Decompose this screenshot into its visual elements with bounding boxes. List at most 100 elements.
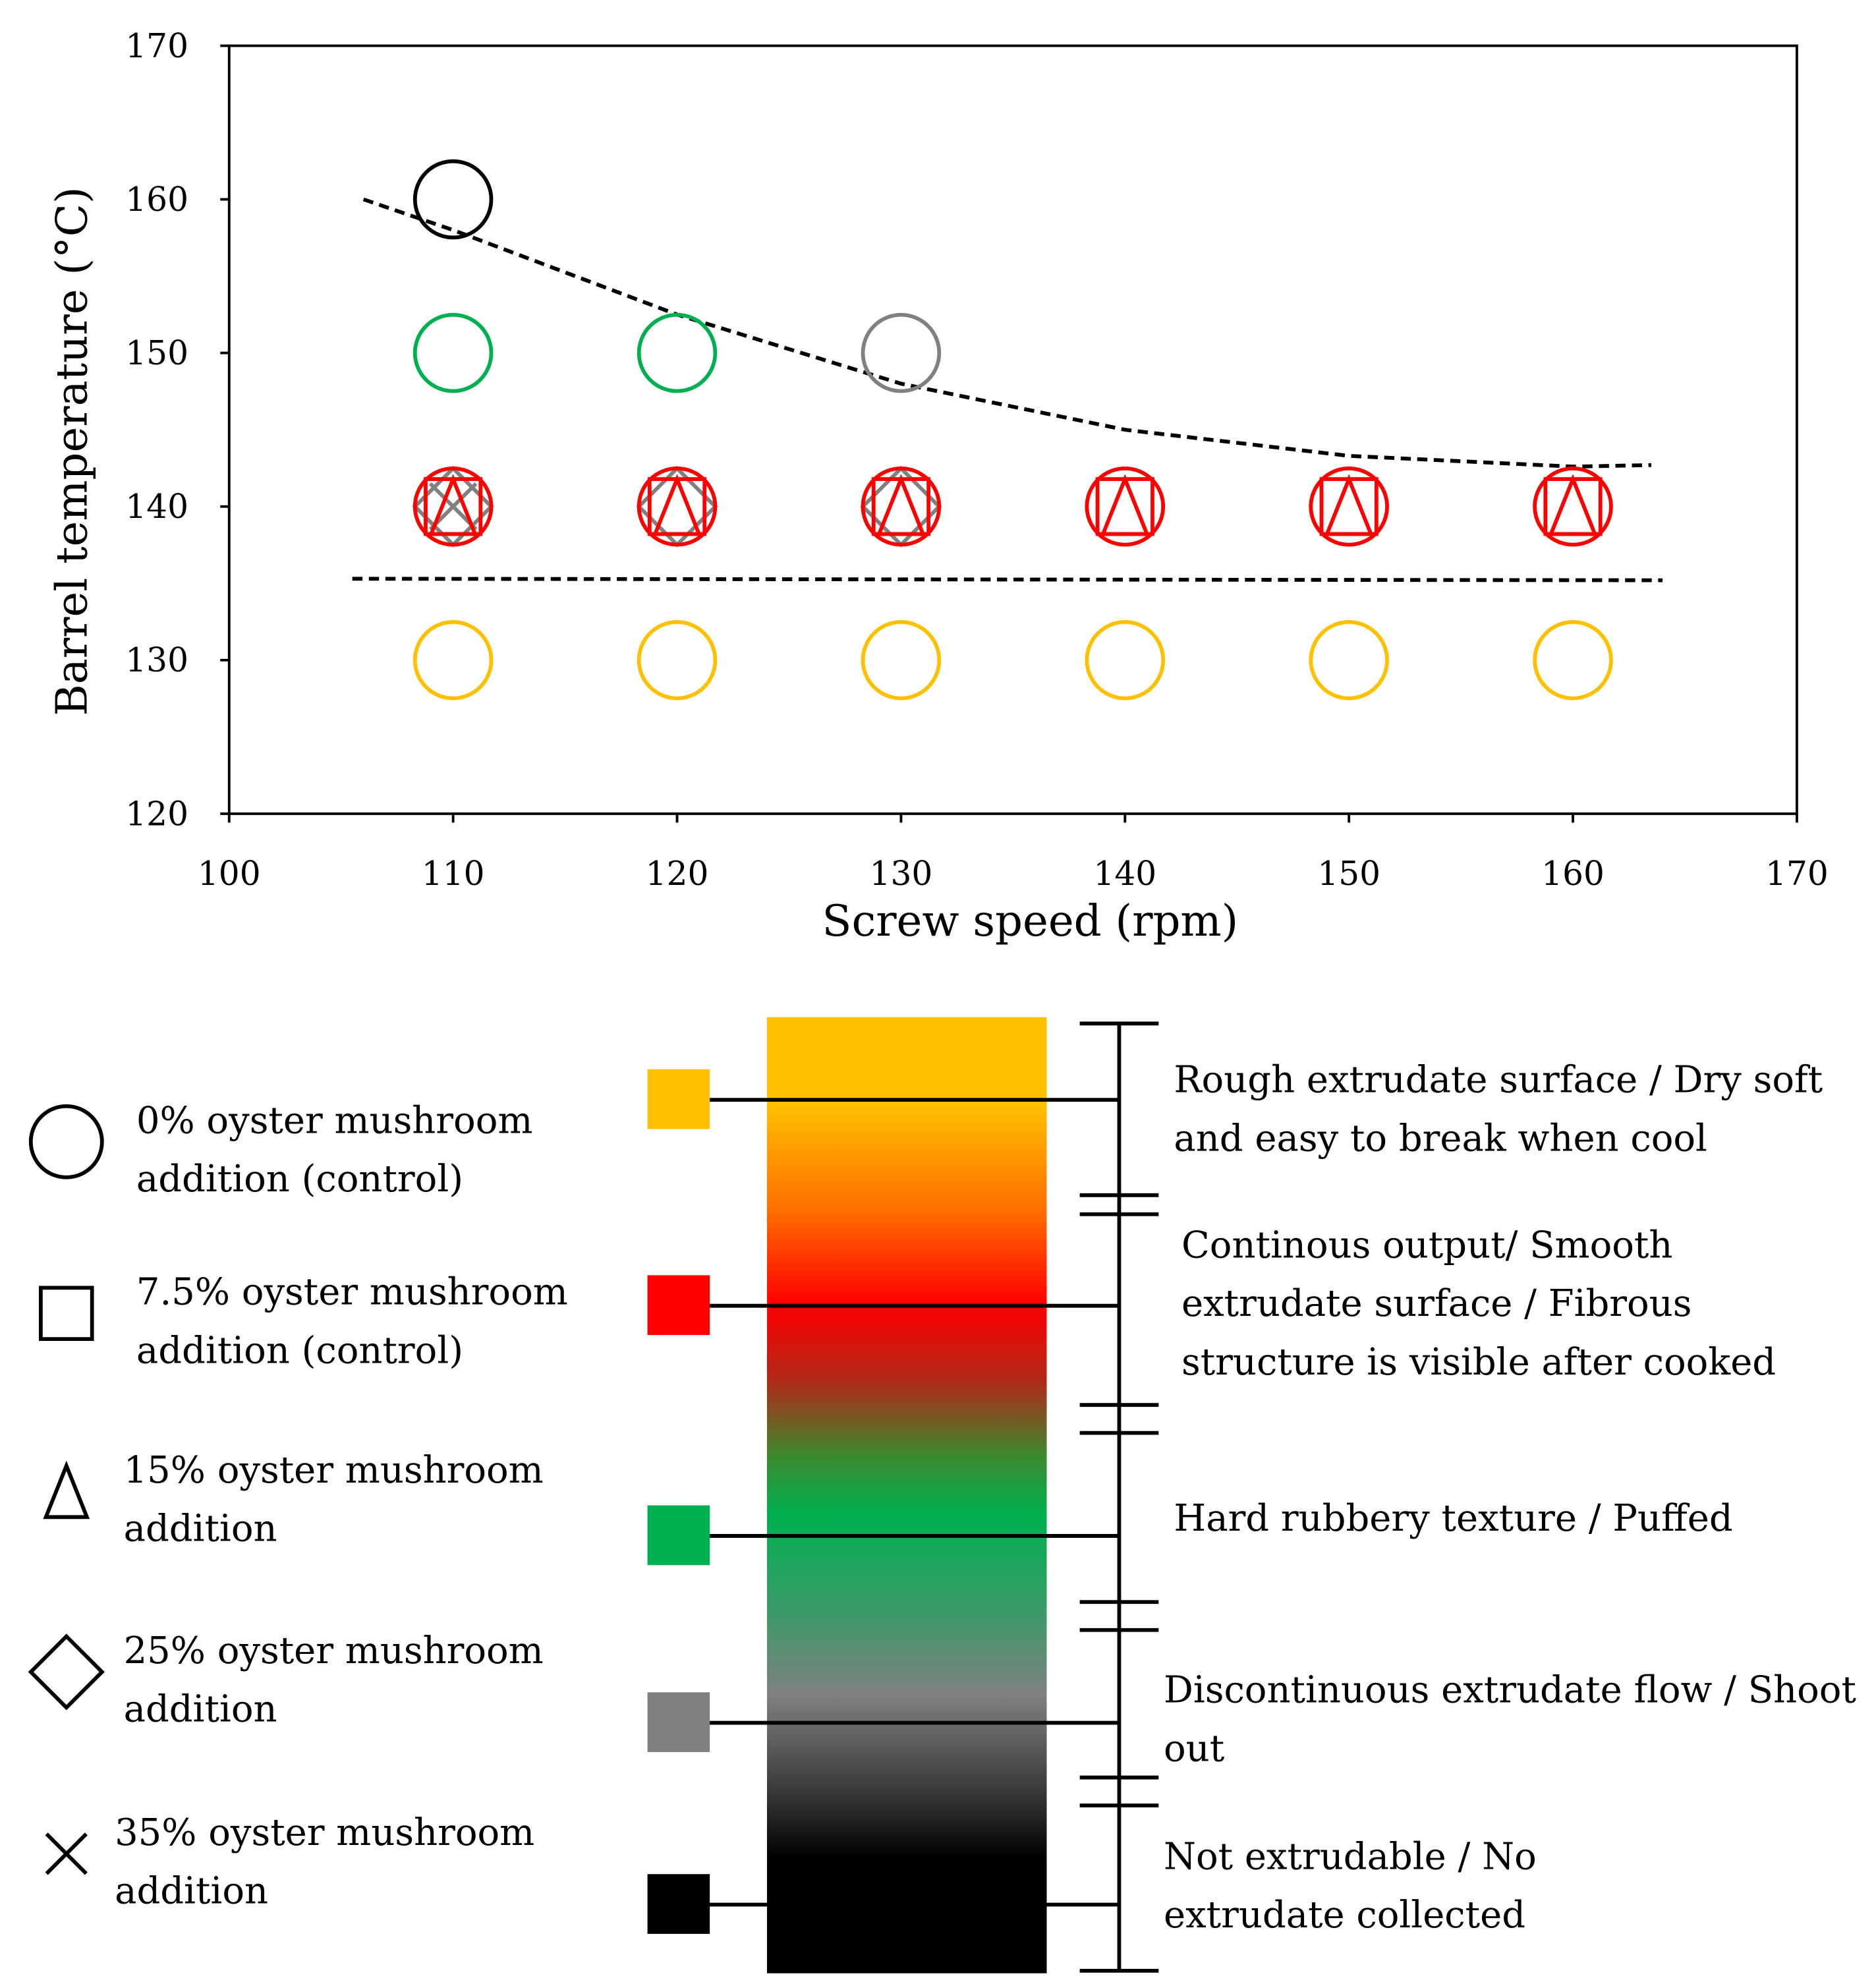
legend-label: addition bbox=[124, 1688, 277, 1731]
legend-label: 25% oyster mushroom bbox=[124, 1630, 544, 1672]
y-tick-label: 120 bbox=[125, 794, 188, 833]
color-legend-label: Rough extrudate surface / Dry soft bbox=[1174, 1059, 1823, 1102]
legend-label: 7.5% oyster mushroom bbox=[136, 1271, 568, 1314]
circle-marker bbox=[861, 466, 942, 547]
legend-item-circle: 0% oyster mushroom addition (control) bbox=[28, 1099, 533, 1201]
color-legend-label: extrudate surface / Fibrous bbox=[1181, 1282, 1691, 1325]
plot-frame bbox=[227, 44, 1798, 815]
color-swatch bbox=[647, 1874, 710, 1934]
y-tick-label: 150 bbox=[125, 333, 188, 372]
y-tick-label: 160 bbox=[125, 180, 188, 219]
triangle-marker bbox=[652, 474, 702, 536]
x-axis-label: Screw speed (rpm) bbox=[822, 896, 1239, 946]
legend-item-square: 7.5% oyster mushroom addition (control) bbox=[38, 1271, 568, 1373]
cross-icon bbox=[45, 1832, 88, 1875]
data-point bbox=[1309, 620, 1389, 700]
color-swatch bbox=[647, 1692, 710, 1752]
triangle-marker bbox=[428, 474, 478, 536]
color-legend-item: Discontinuous extrudate flow / Shoot out bbox=[647, 1669, 1856, 1770]
color-legend-label: and easy to break when cool bbox=[1174, 1117, 1707, 1160]
data-point bbox=[1309, 466, 1389, 547]
color-legend-label: out bbox=[1164, 1727, 1225, 1770]
circle-marker bbox=[637, 620, 718, 700]
legend-label: addition (control) bbox=[136, 1158, 463, 1201]
triangle-marker bbox=[1548, 474, 1598, 536]
y-axis-label: Barrel temperature (°C) bbox=[47, 186, 98, 716]
circle-marker bbox=[861, 312, 942, 393]
circle-marker bbox=[1085, 466, 1166, 547]
color-legend-item: Continous output/ Smooth extrudate surfac… bbox=[647, 1224, 1776, 1384]
triangle-marker bbox=[1100, 474, 1150, 536]
x-tick-label: 100 bbox=[198, 854, 261, 893]
data-point bbox=[861, 620, 942, 700]
circle-marker bbox=[412, 159, 494, 240]
circle-marker bbox=[1309, 466, 1389, 547]
color-legend-item: Not extrudable / No extrudate collected bbox=[647, 1835, 1537, 1937]
triangle-marker bbox=[876, 474, 926, 536]
color-legend: Rough extrudate surface / Dry soft and ea… bbox=[647, 1017, 1856, 1973]
color-legend-label: Discontinuous extrudate flow / Shoot bbox=[1164, 1669, 1856, 1712]
data-point bbox=[860, 465, 942, 548]
data-point bbox=[1533, 466, 1613, 547]
x-tick-label: 140 bbox=[1093, 854, 1156, 893]
boundary-curve-lower bbox=[352, 577, 1663, 582]
legend-label: 35% oyster mushroom bbox=[115, 1811, 534, 1854]
data-point bbox=[637, 620, 718, 700]
legend-label: addition (control) bbox=[136, 1330, 463, 1373]
color-legend-label: structure is visible after cooked bbox=[1181, 1341, 1776, 1384]
circle-marker bbox=[637, 312, 718, 393]
circle-icon bbox=[28, 1104, 104, 1179]
data-point bbox=[637, 312, 718, 393]
scatter-plot: 100 110 120 130 140 150 160 170 120 130 140 150 160 1… bbox=[47, 26, 1829, 946]
circle-marker bbox=[412, 312, 494, 393]
square-icon bbox=[38, 1286, 94, 1342]
x-tick-label: 110 bbox=[422, 854, 485, 893]
color-gradient-bar bbox=[766, 1017, 1047, 1973]
x-tick-label: 130 bbox=[870, 854, 933, 893]
data-point bbox=[412, 312, 494, 393]
color-swatch bbox=[647, 1275, 710, 1336]
triangle-icon bbox=[43, 1460, 90, 1519]
color-legend-item: Rough extrudate surface / Dry soft and ea… bbox=[647, 1059, 1823, 1160]
legend-item-cross: 35% oyster mushroom addition bbox=[45, 1811, 534, 1913]
data-point bbox=[636, 465, 718, 548]
x-tick-label: 160 bbox=[1541, 854, 1605, 893]
color-legend-item: Hard rubbery texture / Puffed bbox=[647, 1497, 1733, 1566]
boundary-curve-upper bbox=[362, 197, 1652, 469]
data-point bbox=[1085, 466, 1166, 547]
data-point bbox=[1533, 620, 1613, 700]
data-point bbox=[412, 159, 494, 240]
color-legend-label: Not extrudable / No bbox=[1164, 1835, 1537, 1878]
color-legend-label: Hard rubbery texture / Puffed bbox=[1174, 1497, 1732, 1540]
legend-label: addition bbox=[124, 1508, 277, 1550]
circle-marker bbox=[637, 466, 718, 547]
legend-label: 15% oyster mushroom bbox=[124, 1449, 544, 1492]
y-tick-label: 140 bbox=[125, 487, 188, 526]
x-tick-label: 170 bbox=[1765, 854, 1829, 893]
circle-marker bbox=[412, 620, 494, 700]
data-point bbox=[412, 465, 494, 548]
circle-marker bbox=[1533, 620, 1613, 700]
legend-label: addition bbox=[115, 1870, 268, 1913]
x-tick-label: 150 bbox=[1317, 854, 1380, 893]
data-point bbox=[412, 620, 494, 700]
color-swatch bbox=[647, 1505, 710, 1566]
legend-item-triangle: 15% oyster mushroom addition bbox=[43, 1449, 544, 1550]
circle-marker bbox=[412, 466, 494, 547]
legend-item-diamond: 25% oyster mushroom addition bbox=[28, 1630, 544, 1731]
triangle-marker bbox=[1324, 474, 1374, 536]
circle-marker bbox=[861, 620, 942, 700]
color-swatch bbox=[647, 1069, 710, 1129]
color-legend-label: Continous output/ Smooth bbox=[1181, 1224, 1672, 1266]
legend-label: 0% oyster mushroom bbox=[136, 1099, 533, 1142]
data-point bbox=[1085, 620, 1166, 700]
circle-marker bbox=[1309, 620, 1389, 700]
y-tick-label: 170 bbox=[125, 26, 188, 65]
circle-marker bbox=[1085, 620, 1166, 700]
circle-marker bbox=[1533, 466, 1613, 547]
data-point bbox=[861, 312, 942, 393]
y-tick-label: 130 bbox=[125, 640, 188, 679]
diamond-icon bbox=[28, 1633, 105, 1711]
